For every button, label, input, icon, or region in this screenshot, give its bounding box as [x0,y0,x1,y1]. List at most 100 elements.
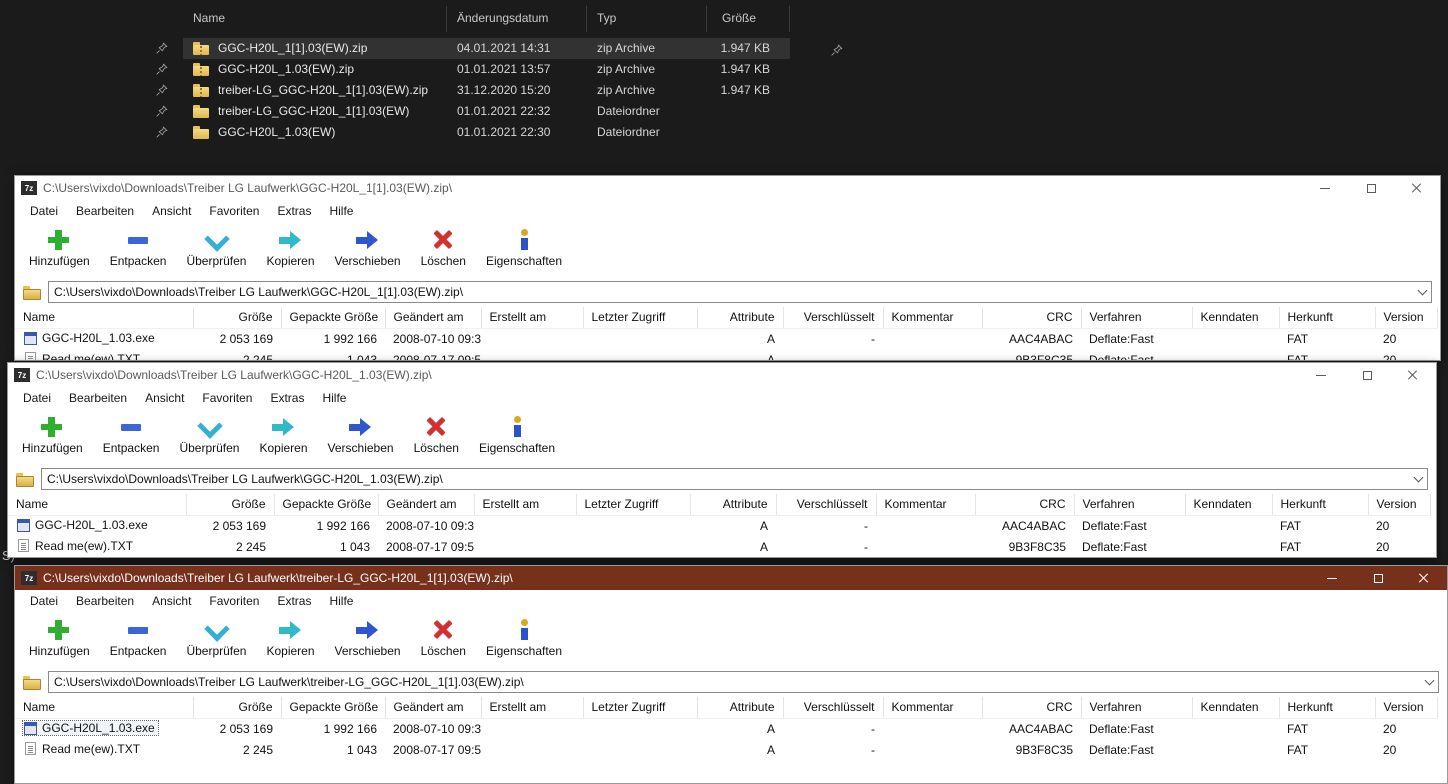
menu-item[interactable]: Favoriten [202,391,253,405]
pin-icon[interactable] [830,44,843,57]
column-header[interactable]: Verschlüsselt [776,494,877,516]
move-button[interactable]: Verschieben [325,225,411,270]
column-header[interactable]: Kenndaten [1192,307,1280,329]
menu-item[interactable]: Ansicht [145,391,185,405]
chevron-down-icon[interactable] [1414,282,1431,302]
maximize-button[interactable] [1344,363,1390,387]
delete-button[interactable]: Löschen [411,615,476,660]
menu-item[interactable]: Bearbeiten [69,391,128,405]
add-button[interactable]: Hinzufügen [19,225,100,270]
column-header[interactable]: Attribute [697,307,784,329]
menu-item[interactable]: Favoriten [209,204,260,218]
copy-button[interactable]: Kopieren [256,225,324,270]
extract-button[interactable]: Entpacken [100,615,177,660]
menu-item[interactable]: Favoriten [209,594,260,608]
properties-button[interactable]: Eigenschaften [476,225,572,270]
table-row[interactable]: GGC-H20L_1.03.exe 2 053 169 1 992 166 20… [8,516,1430,537]
path-input[interactable] [49,282,1414,302]
menu-item[interactable]: Hilfe [329,204,354,218]
file-row[interactable]: treiber-LG_GGC-H20L_1[1].03(EW).zip 31.1… [0,80,1448,101]
extract-button[interactable]: Entpacken [100,225,177,270]
minimize-button[interactable] [1298,363,1344,387]
properties-button[interactable]: Eigenschaften [469,412,565,457]
column-header[interactable]: Version [1368,494,1431,516]
menu-item[interactable]: Extras [270,391,305,405]
column-header[interactable]: Gepackte Größe [274,494,379,516]
titlebar[interactable]: 7z C:\Users\vixdo\Downloads\Treiber LG L… [8,363,1436,387]
add-button[interactable]: Hinzufügen [12,412,93,457]
column-header[interactable]: Geändert am [378,494,475,516]
pin-icon[interactable] [155,105,183,118]
column-header[interactable]: Name [8,494,187,516]
column-header[interactable]: Name [15,697,194,719]
column-header[interactable]: CRC [982,697,1082,719]
column-header[interactable]: Kommentar [883,697,983,719]
menu-item[interactable]: Datei [30,594,59,608]
file-row[interactable]: treiber-LG_GGC-H20L_1[1].03(EW) 01.01.20… [0,101,1448,122]
file-row[interactable]: GGC-H20L_1.03(EW).zip 01.01.2021 13:57 z… [0,59,1448,80]
folder-icon[interactable] [23,285,41,300]
file-row[interactable]: GGC-H20L_1[1].03(EW).zip 04.01.2021 14:3… [0,38,1448,59]
menu-item[interactable]: Ansicht [152,204,192,218]
folder-icon[interactable] [23,675,41,690]
titlebar[interactable]: 7z C:\Users\vixdo\Downloads\Treiber LG L… [15,566,1447,590]
menu-item[interactable]: Hilfe [322,391,347,405]
copy-button[interactable]: Kopieren [256,615,324,660]
column-header[interactable]: Letzter Zugriff [583,307,698,329]
menu-item[interactable]: Bearbeiten [76,204,135,218]
column-header[interactable]: Verfahren [1074,494,1186,516]
column-header[interactable]: Version [1375,307,1438,329]
chevron-down-icon[interactable] [1410,469,1427,489]
column-header[interactable]: Größe [193,697,282,719]
properties-button[interactable]: Eigenschaften [476,615,572,660]
column-header[interactable]: Erstellt am [481,307,584,329]
add-button[interactable]: Hinzufügen [19,615,100,660]
folder-icon[interactable] [16,472,34,487]
table-row[interactable]: GGC-H20L_1.03.exe 2 053 169 1 992 166 20… [15,719,1437,740]
menu-item[interactable]: Extras [277,594,312,608]
test-button[interactable]: Überprüfen [176,615,256,660]
pin-icon[interactable] [155,126,183,139]
column-header[interactable]: Name [183,6,447,32]
column-header[interactable]: Version [1375,697,1438,719]
column-header[interactable]: Typ [587,6,707,32]
column-header[interactable]: Geändert am [385,697,482,719]
minimize-button[interactable] [1302,176,1348,200]
move-button[interactable]: Verschieben [325,615,411,660]
column-header[interactable]: Änderungsdatum [447,6,587,32]
column-header[interactable]: Verschlüsselt [783,307,884,329]
column-header[interactable]: Größe [193,307,282,329]
column-header[interactable]: Kenndaten [1185,494,1273,516]
pin-icon[interactable] [155,42,183,55]
menu-item[interactable]: Bearbeiten [76,594,135,608]
column-header[interactable]: Name [15,307,194,329]
maximize-button[interactable] [1348,176,1394,200]
column-header[interactable]: CRC [982,307,1082,329]
menu-item[interactable]: Datei [23,391,52,405]
column-header[interactable]: Verfahren [1081,697,1193,719]
column-header[interactable]: Attribute [697,697,784,719]
column-header[interactable]: Erstellt am [481,697,584,719]
menu-item[interactable]: Ansicht [152,594,192,608]
menu-item[interactable]: Hilfe [329,594,354,608]
test-button[interactable]: Überprüfen [169,412,249,457]
delete-button[interactable]: Löschen [404,412,469,457]
column-header[interactable]: Kommentar [883,307,983,329]
column-header[interactable]: Letzter Zugriff [583,697,698,719]
column-header[interactable]: Verschlüsselt [783,697,884,719]
path-input[interactable] [42,469,1410,489]
close-button[interactable] [1394,176,1440,200]
column-header[interactable]: Kommentar [876,494,976,516]
column-header[interactable]: CRC [975,494,1075,516]
chevron-down-icon[interactable] [1421,672,1438,692]
pin-icon[interactable] [155,84,183,97]
menu-item[interactable]: Extras [277,204,312,218]
table-row[interactable]: GGC-H20L_1.03.exe 2 053 169 1 992 166 20… [15,329,1437,350]
pin-icon[interactable] [155,63,183,76]
table-row[interactable]: Read me(ew).TXT 2 245 1 043 2008-07-17 0… [15,350,1437,360]
file-row[interactable]: GGC-H20L_1.03(EW) 01.01.2021 22:30 Datei… [0,122,1448,143]
maximize-button[interactable] [1355,566,1401,590]
column-header[interactable]: Erstellt am [474,494,577,516]
test-button[interactable]: Überprüfen [176,225,256,270]
column-header[interactable]: Herkunft [1272,494,1369,516]
